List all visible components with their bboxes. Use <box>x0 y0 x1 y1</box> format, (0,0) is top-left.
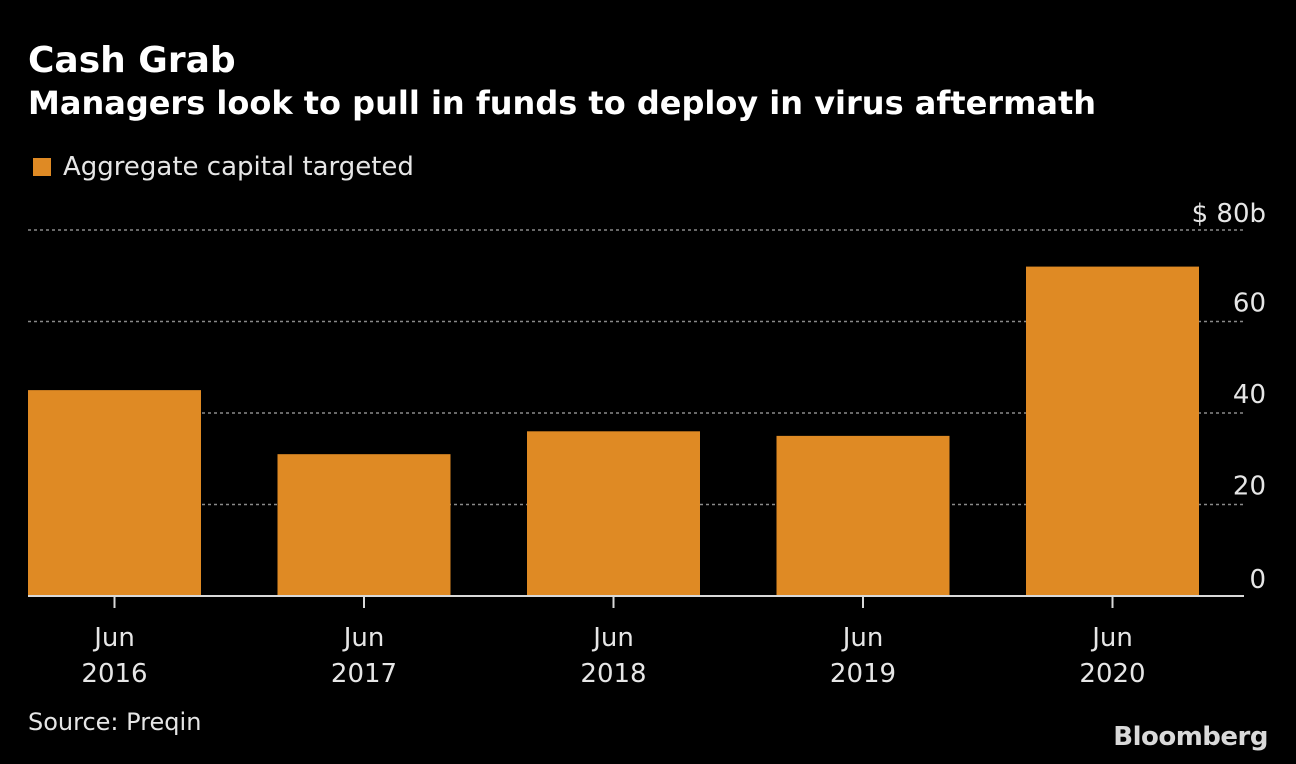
chart-title: Cash Grab <box>28 40 236 81</box>
x-tick-label: Jun <box>1090 623 1133 653</box>
y-tick-label: $ 80b <box>1192 199 1266 229</box>
y-tick-label: 20 <box>1233 472 1266 502</box>
legend-label: Aggregate capital targeted <box>63 152 414 182</box>
x-tick-label: Jun <box>92 623 135 653</box>
x-tick-label: Jun <box>591 623 634 653</box>
y-tick-label: 0 <box>1249 565 1266 595</box>
x-tick-label: Jun <box>841 623 884 653</box>
bar <box>776 435 950 596</box>
y-tick-label: 60 <box>1233 289 1266 319</box>
bar <box>277 454 451 596</box>
x-tick-label: 2019 <box>830 659 896 689</box>
x-tick-label: 2016 <box>81 659 147 689</box>
legend-swatch <box>33 158 51 176</box>
bar <box>527 431 700 596</box>
chart-subtitle: Managers look to pull in funds to deploy… <box>28 84 1097 122</box>
x-tick-label: Jun <box>342 623 385 653</box>
x-tick-label: 2017 <box>331 659 397 689</box>
bar <box>28 390 201 596</box>
source-note: Source: Preqin <box>28 708 202 736</box>
y-tick-label: 40 <box>1233 380 1266 410</box>
legend: Aggregate capital targeted <box>33 152 414 182</box>
bar <box>1026 266 1199 596</box>
x-tick-label: 2020 <box>1079 659 1145 689</box>
bloomberg-logo: Bloomberg <box>1113 722 1268 752</box>
x-tick-label: 2018 <box>580 659 646 689</box>
